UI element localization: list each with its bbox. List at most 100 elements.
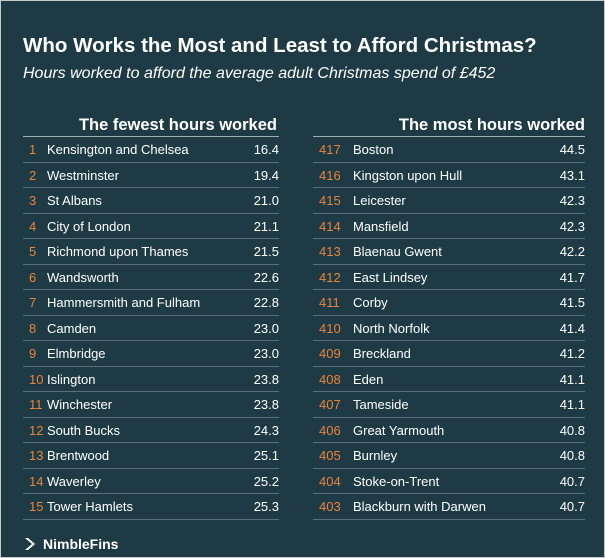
table-row: 416 Kingston upon Hull 43.1: [313, 163, 585, 188]
hours-value: 25.2: [253, 473, 279, 489]
area-name: Tameside: [353, 397, 409, 412]
area-name: Great Yarmouth: [353, 422, 445, 438]
area-name: Boston: [353, 142, 394, 157]
area-name: Brentwood: [47, 448, 110, 463]
rank-number: 5: [29, 244, 37, 259]
hours-value: 23.0: [253, 320, 279, 336]
hours-value: 41.1: [559, 397, 585, 412]
hours-value: 41.7: [559, 269, 585, 285]
rank-number: 408: [319, 371, 341, 387]
fewest-hours-table: The fewest hours worked 1 Kensington and …: [23, 115, 279, 520]
area-name: Waverley: [47, 473, 101, 489]
most-hours-heading: The most hours worked: [313, 115, 585, 137]
hours-value: 40.7: [559, 499, 585, 514]
hours-value: 40.8: [559, 422, 585, 438]
table-row: 410 North Norfolk 41.4: [313, 316, 585, 341]
table-row: 412 East Lindsey 41.7: [313, 265, 585, 290]
footer-brand: NimbleFins: [23, 536, 118, 552]
hours-value: 42.3: [559, 193, 585, 208]
rank-number: 412: [319, 269, 341, 285]
table-row: 417 Boston 44.5: [313, 137, 585, 163]
area-name: Wandsworth: [47, 269, 119, 285]
page-subtitle: Hours worked to afford the average adult…: [23, 65, 496, 82]
area-name: Blaenau Gwent: [353, 244, 442, 259]
area-name: Burnley: [353, 448, 398, 463]
table-row: 8 Camden 23.0: [23, 316, 279, 341]
hours-value: 19.4: [253, 167, 279, 183]
area-name: Blackburn with Darwen: [353, 499, 486, 514]
area-name: South Bucks: [47, 422, 120, 438]
fewest-hours-heading: The fewest hours worked: [23, 115, 279, 137]
table-row: 5 Richmond upon Thames 21.5: [23, 239, 279, 265]
table-row: 408 Eden 41.1: [313, 367, 585, 392]
rank-number: 403: [319, 499, 341, 514]
table-row: 3 St Albans 21.0: [23, 188, 279, 214]
hours-value: 42.3: [559, 218, 585, 234]
rank-number: 8: [29, 320, 37, 336]
hours-value: 23.0: [253, 346, 279, 361]
rank-number: 409: [319, 346, 341, 361]
area-name: Camden: [47, 320, 97, 336]
rank-number: 2: [29, 167, 37, 183]
area-name: Corby: [353, 295, 388, 310]
rank-number: 406: [319, 422, 341, 438]
area-name: Richmond upon Thames: [47, 244, 189, 259]
brand-name: NimbleFins: [43, 536, 119, 552]
area-name: Islington: [47, 371, 96, 387]
rank-number: 404: [319, 473, 341, 489]
rank-number: 4: [29, 218, 37, 234]
rank-number: 6: [29, 269, 37, 285]
most-hours-rows: 417 Boston 44.5 416 Kingston upon Hull 43.1 41…: [313, 137, 585, 520]
hours-value: 21.0: [253, 193, 279, 208]
area-name: Hammersmith and Fulham: [47, 295, 201, 310]
table-row: 407 Tameside 41.1: [313, 392, 585, 418]
area-name: Tower Hamlets: [47, 499, 133, 514]
rank-number: 12: [29, 422, 44, 438]
area-name: Breckland: [353, 346, 411, 361]
area-name: City of London: [47, 218, 131, 234]
hours-value: 41.2: [559, 346, 585, 361]
rank-number: 3: [29, 193, 37, 208]
hours-value: 22.6: [253, 269, 279, 285]
table-row: 11 Winchester 23.8: [23, 392, 279, 418]
hours-value: 42.2: [559, 244, 585, 259]
table-row: 4 City of London 21.1: [23, 214, 279, 239]
area-name: East Lindsey: [353, 269, 428, 285]
rank-number: 1: [29, 142, 37, 157]
area-name: St Albans: [47, 193, 102, 208]
hours-value: 43.1: [559, 167, 585, 183]
hours-value: 44.5: [559, 142, 585, 157]
area-name: Kingston upon Hull: [353, 167, 463, 183]
table-row: 409 Breckland 41.2: [313, 341, 585, 367]
rank-number: 9: [29, 346, 37, 361]
rank-number: 405: [319, 448, 341, 463]
table-row: 405 Burnley 40.8: [313, 443, 585, 469]
table-row: 14 Waverley 25.2: [23, 469, 279, 494]
rank-number: 411: [319, 295, 340, 310]
table-row: 404 Stoke-on-Trent 40.7: [313, 469, 585, 494]
area-name: Stoke-on-Trent: [353, 473, 440, 489]
table-row: 414 Mansfield 42.3: [313, 214, 585, 239]
table-row: 7 Hammersmith and Fulham 22.8: [23, 290, 279, 316]
rank-number: 410: [319, 320, 341, 336]
table-row: 1 Kensington and Chelsea 16.4: [23, 137, 279, 163]
area-name: Leicester: [353, 193, 406, 208]
hours-value: 25.1: [253, 448, 279, 463]
area-name: Winchester: [47, 397, 113, 412]
table-row: 2 Westminster 19.4: [23, 163, 279, 188]
page-title: Who Works the Most and Least to Afford C…: [23, 34, 537, 57]
rank-number: 10: [29, 371, 44, 387]
table-row: 6 Wandsworth 22.6: [23, 265, 279, 290]
table-row: 9 Elmbridge 23.0: [23, 341, 279, 367]
rank-number: 11: [29, 397, 43, 412]
hours-value: 23.8: [253, 371, 279, 387]
rank-number: 407: [319, 397, 341, 412]
table-row: 15 Tower Hamlets 25.3: [23, 494, 279, 520]
nimblefins-logo-icon: [25, 538, 35, 550]
rank-number: 14: [29, 473, 44, 489]
hours-value: 22.8: [253, 295, 279, 310]
area-name: Kensington and Chelsea: [47, 142, 189, 157]
table-row: 406 Great Yarmouth 40.8: [313, 418, 585, 443]
table-row: 12 South Bucks 24.3: [23, 418, 279, 443]
